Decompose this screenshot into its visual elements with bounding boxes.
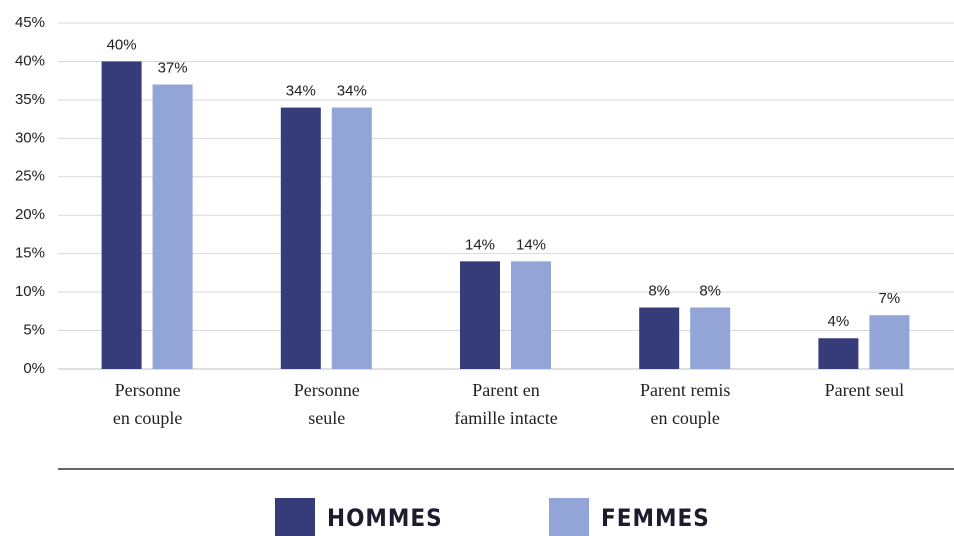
x-tick-label: en couple: [113, 408, 182, 428]
x-tick-label: Parent en: [472, 380, 539, 400]
bar: [280, 107, 321, 370]
legend-swatch: [549, 498, 589, 536]
bar: [101, 61, 142, 369]
value-label: 37%: [158, 59, 188, 76]
y-tick-label: 25%: [15, 168, 45, 185]
legend-swatch: [275, 498, 315, 536]
value-label: 7%: [879, 290, 901, 307]
y-tick-label: 45%: [15, 14, 45, 31]
legend-label: HOMMES: [327, 504, 443, 532]
bar: [331, 107, 372, 370]
y-tick-label: 15%: [15, 245, 45, 262]
y-tick-label: 10%: [15, 283, 45, 300]
y-tick-label: 30%: [15, 129, 45, 146]
bar: [152, 84, 193, 369]
value-label: 4%: [828, 313, 850, 330]
value-label: 40%: [107, 36, 137, 53]
x-tick-label: seule: [308, 408, 345, 428]
bar: [690, 307, 731, 369]
x-tick-label: Parent seul: [825, 380, 904, 400]
value-label: 34%: [286, 83, 316, 100]
value-label: 14%: [465, 236, 495, 253]
x-tick-label: en couple: [650, 408, 719, 428]
x-tick-label: Parent remis: [640, 380, 730, 400]
bar: [869, 315, 910, 369]
x-tick-label: Personne: [115, 380, 181, 400]
y-tick-label: 5%: [23, 322, 45, 339]
value-label: 34%: [337, 83, 367, 100]
value-label: 8%: [648, 282, 670, 299]
bar: [639, 307, 680, 369]
value-label: 14%: [516, 236, 546, 253]
y-tick-label: 20%: [15, 206, 45, 223]
x-tick-label: famille intacte: [454, 408, 557, 428]
y-tick-label: 0%: [23, 360, 45, 377]
value-label: 8%: [699, 282, 721, 299]
bar: [460, 261, 500, 369]
x-tick-label: Personne: [294, 380, 360, 400]
legend-label: FEMMES: [601, 504, 710, 532]
bar: [818, 338, 859, 369]
bar: [511, 261, 551, 369]
y-tick-label: 40%: [15, 52, 45, 69]
y-tick-label: 35%: [15, 91, 45, 108]
